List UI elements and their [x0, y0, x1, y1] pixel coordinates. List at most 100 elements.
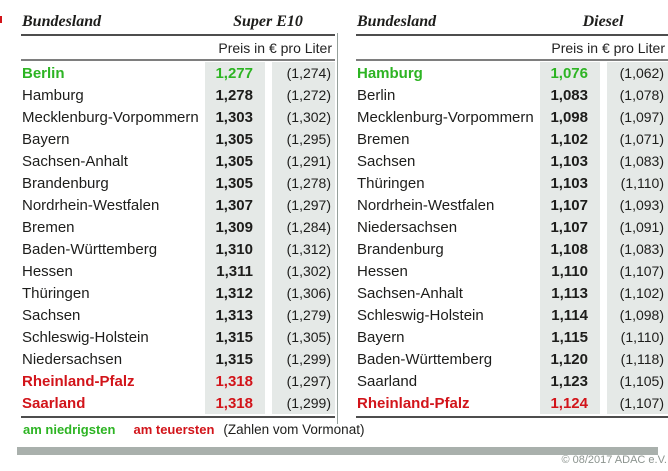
column-gap — [265, 84, 272, 106]
previous-month-value: (1,071) — [607, 128, 668, 150]
current-price-value: 1,108 — [540, 238, 600, 260]
state-name: Berlin — [22, 64, 65, 82]
previous-month-value: (1,097) — [607, 106, 668, 128]
price-unit-header: Preis in € pro Liter — [551, 40, 665, 56]
state-name: Brandenburg — [357, 240, 444, 258]
table-row: Schleswig-Holstein 1,114 (1,098) — [352, 304, 668, 326]
previous-month-value: (1,062) — [607, 62, 668, 84]
table-row: Sachsen 1,103 (1,083) — [352, 150, 668, 172]
column-gap — [265, 106, 272, 128]
previous-month-value: (1,091) — [607, 216, 668, 238]
table-row: Saarland 1,123 (1,105) — [352, 370, 668, 392]
table-row: Mecklenburg-Vorpommern 1,098 (1,097) — [352, 106, 668, 128]
column-gap — [600, 106, 607, 128]
column-header-bundesland: Bundesland — [22, 13, 102, 30]
copyright-text: © 08/2017 ADAC e.V. — [561, 454, 667, 466]
column-gap — [600, 392, 607, 414]
subheader-rule — [356, 59, 668, 61]
table-row: Bayern 1,115 (1,110) — [352, 326, 668, 348]
legend-note: (Zahlen vom Vormonat) — [223, 422, 365, 437]
table-row: Niedersachsen 1,315 (1,299) — [17, 348, 335, 370]
current-price-value: 1,113 — [540, 282, 600, 304]
table-row: Hamburg 1,278 (1,272) — [17, 84, 335, 106]
column-gap — [600, 238, 607, 260]
table-bottom-rule — [21, 416, 335, 418]
current-price-value: 1,310 — [205, 238, 265, 260]
previous-month-value: (1,297) — [272, 194, 335, 216]
state-name: Schleswig-Holstein — [22, 328, 149, 346]
state-name: Rheinland-Pfalz — [22, 372, 135, 390]
state-name: Brandenburg — [22, 174, 109, 192]
state-name: Bremen — [357, 130, 410, 148]
price-unit-header: Preis in € pro Liter — [218, 40, 332, 56]
table-row: Rheinland-Pfalz 1,124 (1,107) — [352, 392, 668, 414]
current-price-value: 1,278 — [205, 84, 265, 106]
state-name: Thüringen — [357, 174, 425, 192]
current-price-value: 1,120 — [540, 348, 600, 370]
table-row: Bremen 1,309 (1,284) — [17, 216, 335, 238]
table-row: Hessen 1,311 (1,302) — [17, 260, 335, 282]
current-price-value: 1,305 — [205, 128, 265, 150]
current-price-value: 1,318 — [205, 370, 265, 392]
state-name: Hamburg — [22, 86, 84, 104]
current-price-value: 1,114 — [540, 304, 600, 326]
table-row: Rheinland-Pfalz 1,318 (1,297) — [17, 370, 335, 392]
current-price-value: 1,103 — [540, 150, 600, 172]
column-gap — [265, 392, 272, 414]
table-row: Thüringen 1,103 (1,110) — [352, 172, 668, 194]
previous-month-value: (1,299) — [272, 392, 335, 414]
legend-highest: am teuersten — [133, 422, 215, 437]
previous-month-value: (1,312) — [272, 238, 335, 260]
table-diesel: Bundesland Diesel Preis in € pro Liter H… — [352, 0, 668, 420]
state-name: Mecklenburg-Vorpommern — [357, 108, 534, 126]
current-price-value: 1,123 — [540, 370, 600, 392]
previous-month-value: (1,098) — [607, 304, 668, 326]
column-gap — [265, 238, 272, 260]
table-row: Sachsen 1,313 (1,279) — [17, 304, 335, 326]
state-name: Baden-Württemberg — [357, 350, 493, 368]
current-price-value: 1,124 — [540, 392, 600, 414]
previous-month-value: (1,274) — [272, 62, 335, 84]
previous-month-value: (1,118) — [607, 348, 668, 370]
state-name: Hessen — [357, 262, 408, 280]
column-gap — [600, 370, 607, 392]
column-gap — [265, 348, 272, 370]
current-price-value: 1,083 — [540, 84, 600, 106]
previous-month-value: (1,078) — [607, 84, 668, 106]
state-name: Nordrhein-Westfalen — [357, 196, 495, 214]
state-name: Niedersachsen — [22, 350, 123, 368]
state-name: Berlin — [357, 86, 396, 104]
column-gap — [600, 304, 607, 326]
table-row: Bremen 1,102 (1,071) — [352, 128, 668, 150]
column-gap — [600, 62, 607, 84]
current-price-value: 1,305 — [205, 150, 265, 172]
header-rule — [21, 34, 335, 36]
column-gap — [600, 150, 607, 172]
table-row: Baden-Württemberg 1,310 (1,312) — [17, 238, 335, 260]
state-name: Baden-Württemberg — [22, 240, 158, 258]
state-name: Bayern — [357, 328, 405, 346]
column-gap — [265, 62, 272, 84]
previous-month-value: (1,093) — [607, 194, 668, 216]
state-name: Schleswig-Holstein — [357, 306, 484, 324]
current-price-value: 1,103 — [540, 172, 600, 194]
column-header-fuel-type: Diesel — [582, 13, 624, 30]
previous-month-value: (1,306) — [272, 282, 335, 304]
previous-month-value: (1,107) — [607, 392, 668, 414]
table-row: Hamburg 1,076 (1,062) — [352, 62, 668, 84]
table-bottom-rule — [356, 416, 668, 418]
state-name: Sachsen-Anhalt — [22, 152, 128, 170]
previous-month-value: (1,302) — [272, 260, 335, 282]
current-price-value: 1,309 — [205, 216, 265, 238]
previous-month-value: (1,107) — [607, 260, 668, 282]
column-gap — [265, 260, 272, 282]
table-row: Berlin 1,083 (1,078) — [352, 84, 668, 106]
state-name: Sachsen — [22, 306, 81, 324]
previous-month-value: (1,284) — [272, 216, 335, 238]
state-name: Sachsen — [357, 152, 416, 170]
state-name: Sachsen-Anhalt — [357, 284, 463, 302]
state-name: Hessen — [22, 262, 73, 280]
current-price-value: 1,312 — [205, 282, 265, 304]
current-price-value: 1,110 — [540, 260, 600, 282]
column-gap — [265, 172, 272, 194]
